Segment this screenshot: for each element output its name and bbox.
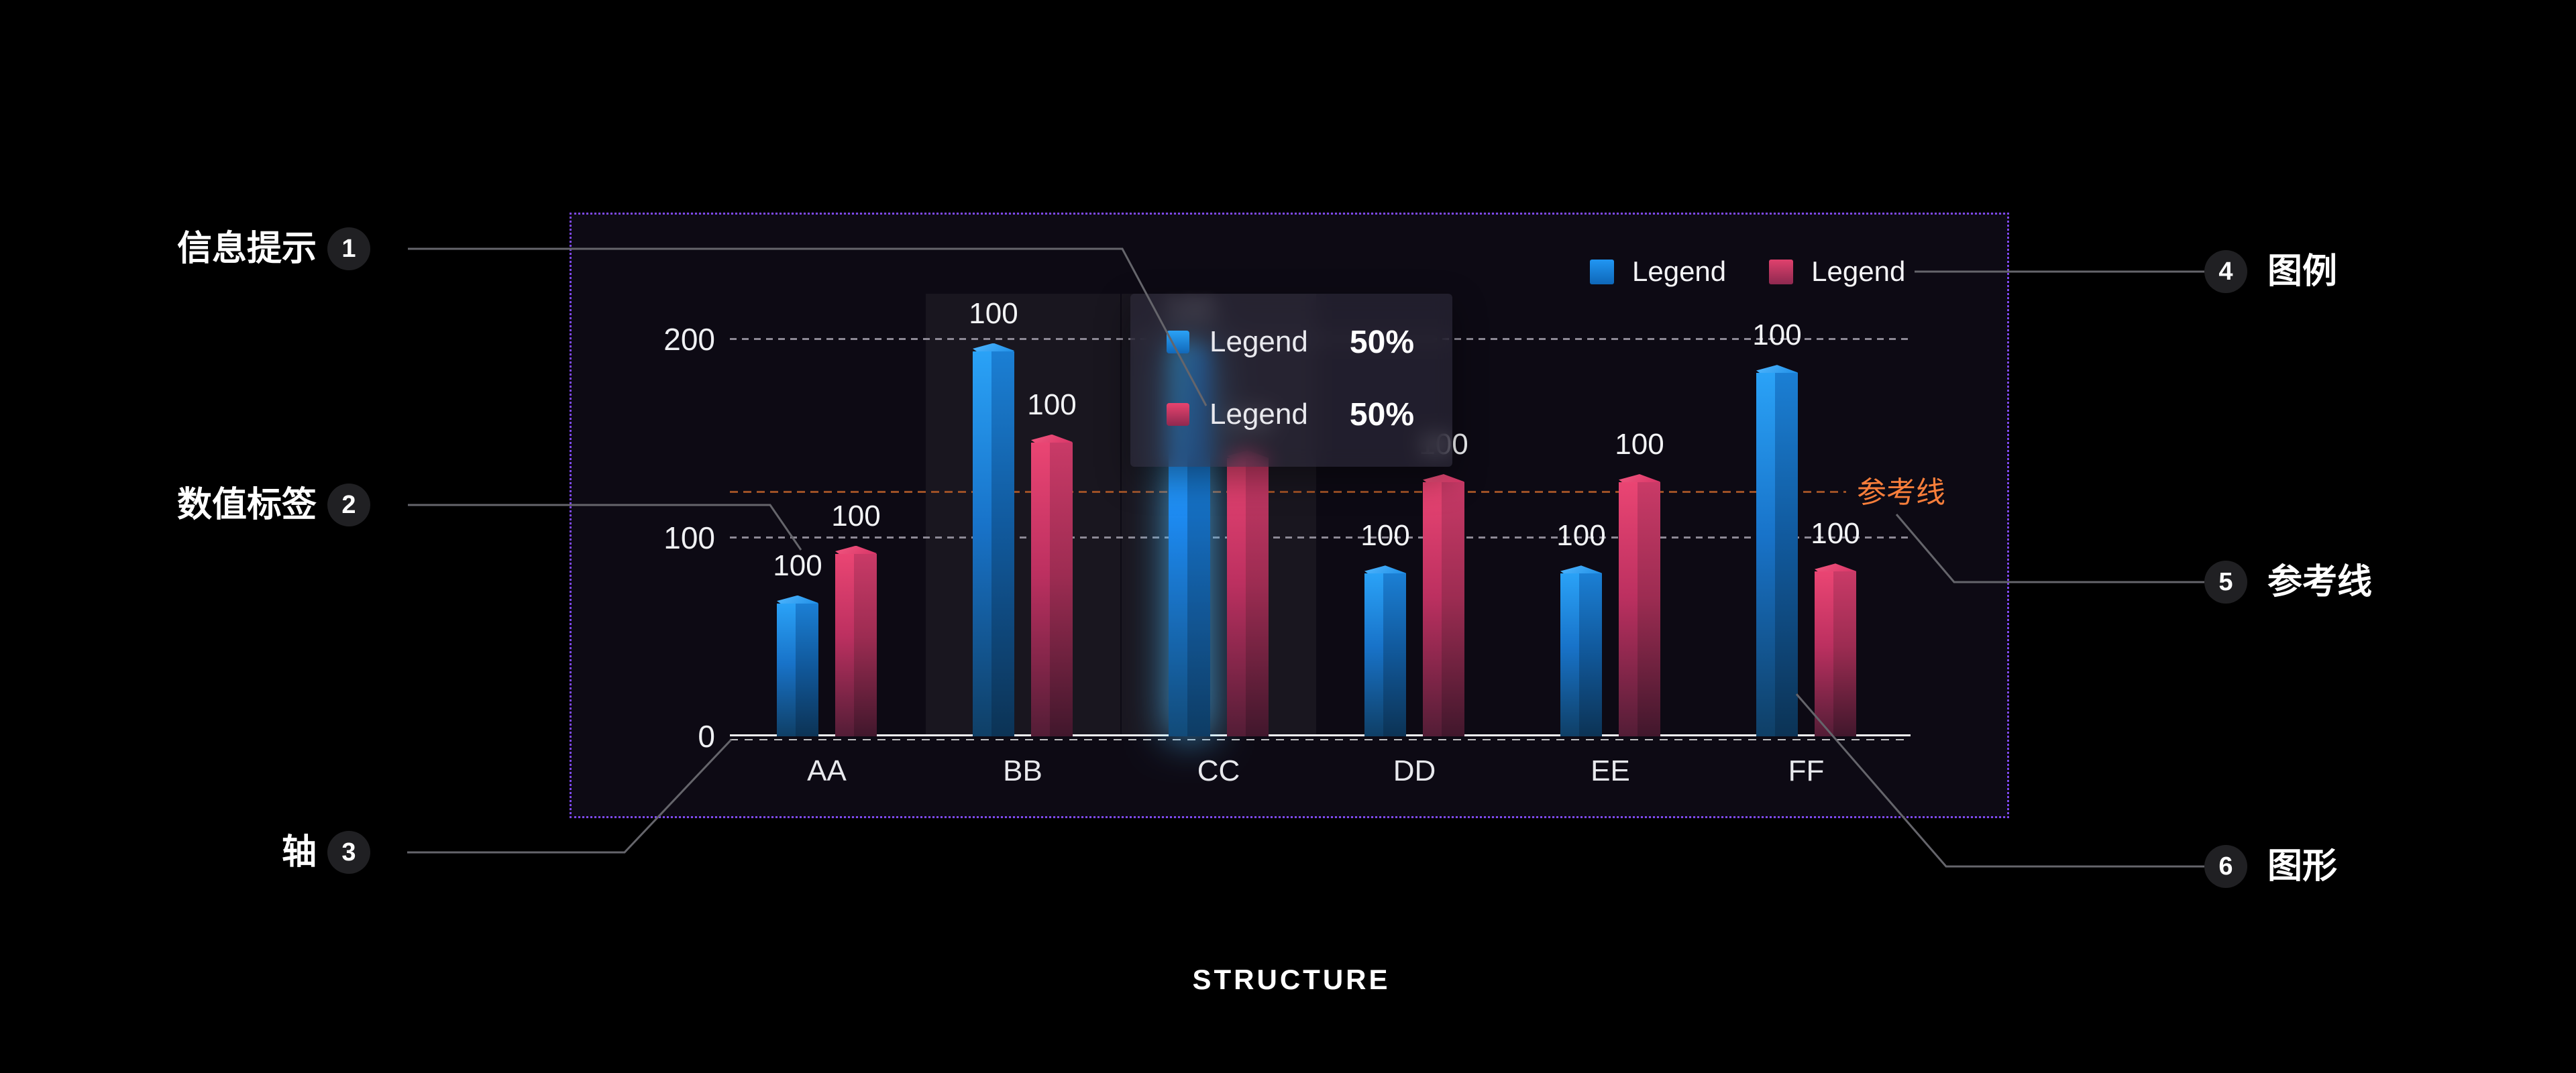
x-axis-dashed-line bbox=[730, 739, 1911, 740]
bar-left-face bbox=[1560, 573, 1579, 736]
bar-DD-series2[interactable] bbox=[1423, 474, 1464, 736]
bar-right-face bbox=[1833, 571, 1856, 736]
value-label-DD-series1: 100 bbox=[1360, 519, 1410, 553]
annotation-badge-1: 1 bbox=[327, 227, 370, 270]
value-label-BB-series1: 100 bbox=[969, 296, 1018, 330]
reference-line bbox=[730, 491, 1846, 494]
tooltip-series-label: Legend bbox=[1210, 325, 1308, 358]
x-category-label-AA: AA bbox=[807, 754, 847, 787]
y-tick-label-0: 0 bbox=[698, 719, 715, 754]
bar-left-face bbox=[1227, 458, 1246, 736]
reference-line-label: 参考线 bbox=[1857, 476, 1945, 509]
bar-right-face bbox=[854, 553, 877, 736]
y-tick-label-200: 200 bbox=[663, 321, 715, 357]
bar-CC-series2[interactable] bbox=[1227, 450, 1269, 736]
value-label-AA-series2: 100 bbox=[831, 499, 881, 532]
bar-left-face bbox=[1031, 442, 1050, 736]
y-tick-label-100: 100 bbox=[663, 520, 715, 555]
bar-right-face bbox=[1775, 373, 1798, 736]
annotation-badge-4: 4 bbox=[2204, 250, 2247, 293]
annotation-label-4: 图例 bbox=[2267, 252, 2338, 291]
bar-left-face bbox=[1756, 373, 1775, 736]
x-category-label-CC: CC bbox=[1197, 754, 1240, 787]
x-category-label-FF: FF bbox=[1788, 754, 1825, 787]
x-category-label-EE: EE bbox=[1591, 754, 1630, 787]
tooltip-series-value: 50% bbox=[1349, 324, 1414, 360]
bar-left-face bbox=[1364, 573, 1383, 736]
annotation-badge-5: 5 bbox=[2204, 561, 2247, 604]
bar-left-face bbox=[1423, 482, 1442, 736]
legend: Legend Legend bbox=[1590, 257, 1948, 286]
bar-left-face bbox=[777, 603, 796, 736]
bar-right-face bbox=[1638, 482, 1660, 736]
bar-left-face bbox=[1815, 571, 1833, 736]
value-label-EE-series2: 100 bbox=[1615, 428, 1664, 461]
value-label-EE-series1: 100 bbox=[1556, 519, 1606, 553]
legend-item-1[interactable]: Legend bbox=[1590, 257, 1726, 286]
bar-AA-series1[interactable] bbox=[777, 595, 818, 736]
annotation-label-5: 参考线 bbox=[2267, 563, 2373, 602]
annotation-label-6: 图形 bbox=[2267, 847, 2338, 886]
hover-band-BB bbox=[925, 294, 1120, 736]
tooltip: Legend 50% Legend 50% bbox=[1130, 294, 1452, 467]
value-label-AA-series1: 100 bbox=[773, 549, 822, 582]
x-axis-line bbox=[730, 734, 1911, 736]
annotation-badge-2: 2 bbox=[327, 484, 370, 526]
tooltip-series-swatch-icon bbox=[1167, 403, 1189, 426]
x-category-label-DD: DD bbox=[1393, 754, 1436, 787]
bar-BB-series2[interactable] bbox=[1031, 434, 1073, 736]
bar-right-face bbox=[1579, 573, 1602, 736]
tooltip-series-value: 50% bbox=[1349, 396, 1414, 433]
annotation-label-3: 轴 bbox=[281, 833, 317, 872]
bar-FF-series1[interactable] bbox=[1756, 365, 1798, 736]
tooltip-row-1: Legend 50% bbox=[1167, 323, 1414, 361]
bar-right-face bbox=[1442, 482, 1464, 736]
value-label-FF-series2: 100 bbox=[1811, 517, 1860, 551]
tooltip-series-swatch-icon bbox=[1167, 331, 1189, 353]
gridline-100 bbox=[730, 536, 1911, 539]
bar-left-face bbox=[1619, 482, 1638, 736]
tooltip-row-2: Legend 50% bbox=[1167, 396, 1414, 433]
bar-FF-series2[interactable] bbox=[1815, 563, 1856, 736]
legend-swatch-icon bbox=[1590, 259, 1614, 284]
bar-left-face bbox=[973, 351, 991, 736]
tooltip-series-label: Legend bbox=[1210, 398, 1308, 431]
bar-EE-series1[interactable] bbox=[1560, 565, 1602, 736]
bar-right-face bbox=[1050, 442, 1073, 736]
annotation-label-1: 信息提示 bbox=[176, 229, 317, 268]
legend-swatch-icon bbox=[1769, 259, 1794, 284]
annotation-badge-6: 6 bbox=[2204, 845, 2247, 888]
annotation-badge-3: 3 bbox=[327, 831, 370, 874]
value-label-BB-series2: 100 bbox=[1027, 388, 1077, 421]
bar-right-face bbox=[1383, 573, 1406, 736]
legend-item-label: Legend bbox=[1632, 256, 1727, 287]
page-title: STRUCTURE bbox=[1192, 964, 1391, 995]
bar-AA-series2[interactable] bbox=[835, 545, 877, 736]
x-category-label-BB: BB bbox=[1003, 754, 1042, 787]
annotation-label-2: 数值标签 bbox=[176, 486, 317, 524]
bar-right-face bbox=[1246, 458, 1269, 736]
bar-DD-series1[interactable] bbox=[1364, 565, 1406, 736]
bar-right-face bbox=[991, 351, 1014, 736]
legend-item-label: Legend bbox=[1811, 256, 1906, 287]
value-label-FF-series1: 100 bbox=[1752, 319, 1802, 352]
bar-left-face bbox=[835, 553, 854, 736]
bar-right-face bbox=[796, 603, 818, 736]
bar-EE-series2[interactable] bbox=[1619, 474, 1660, 736]
legend-item-2[interactable]: Legend bbox=[1769, 257, 1905, 286]
